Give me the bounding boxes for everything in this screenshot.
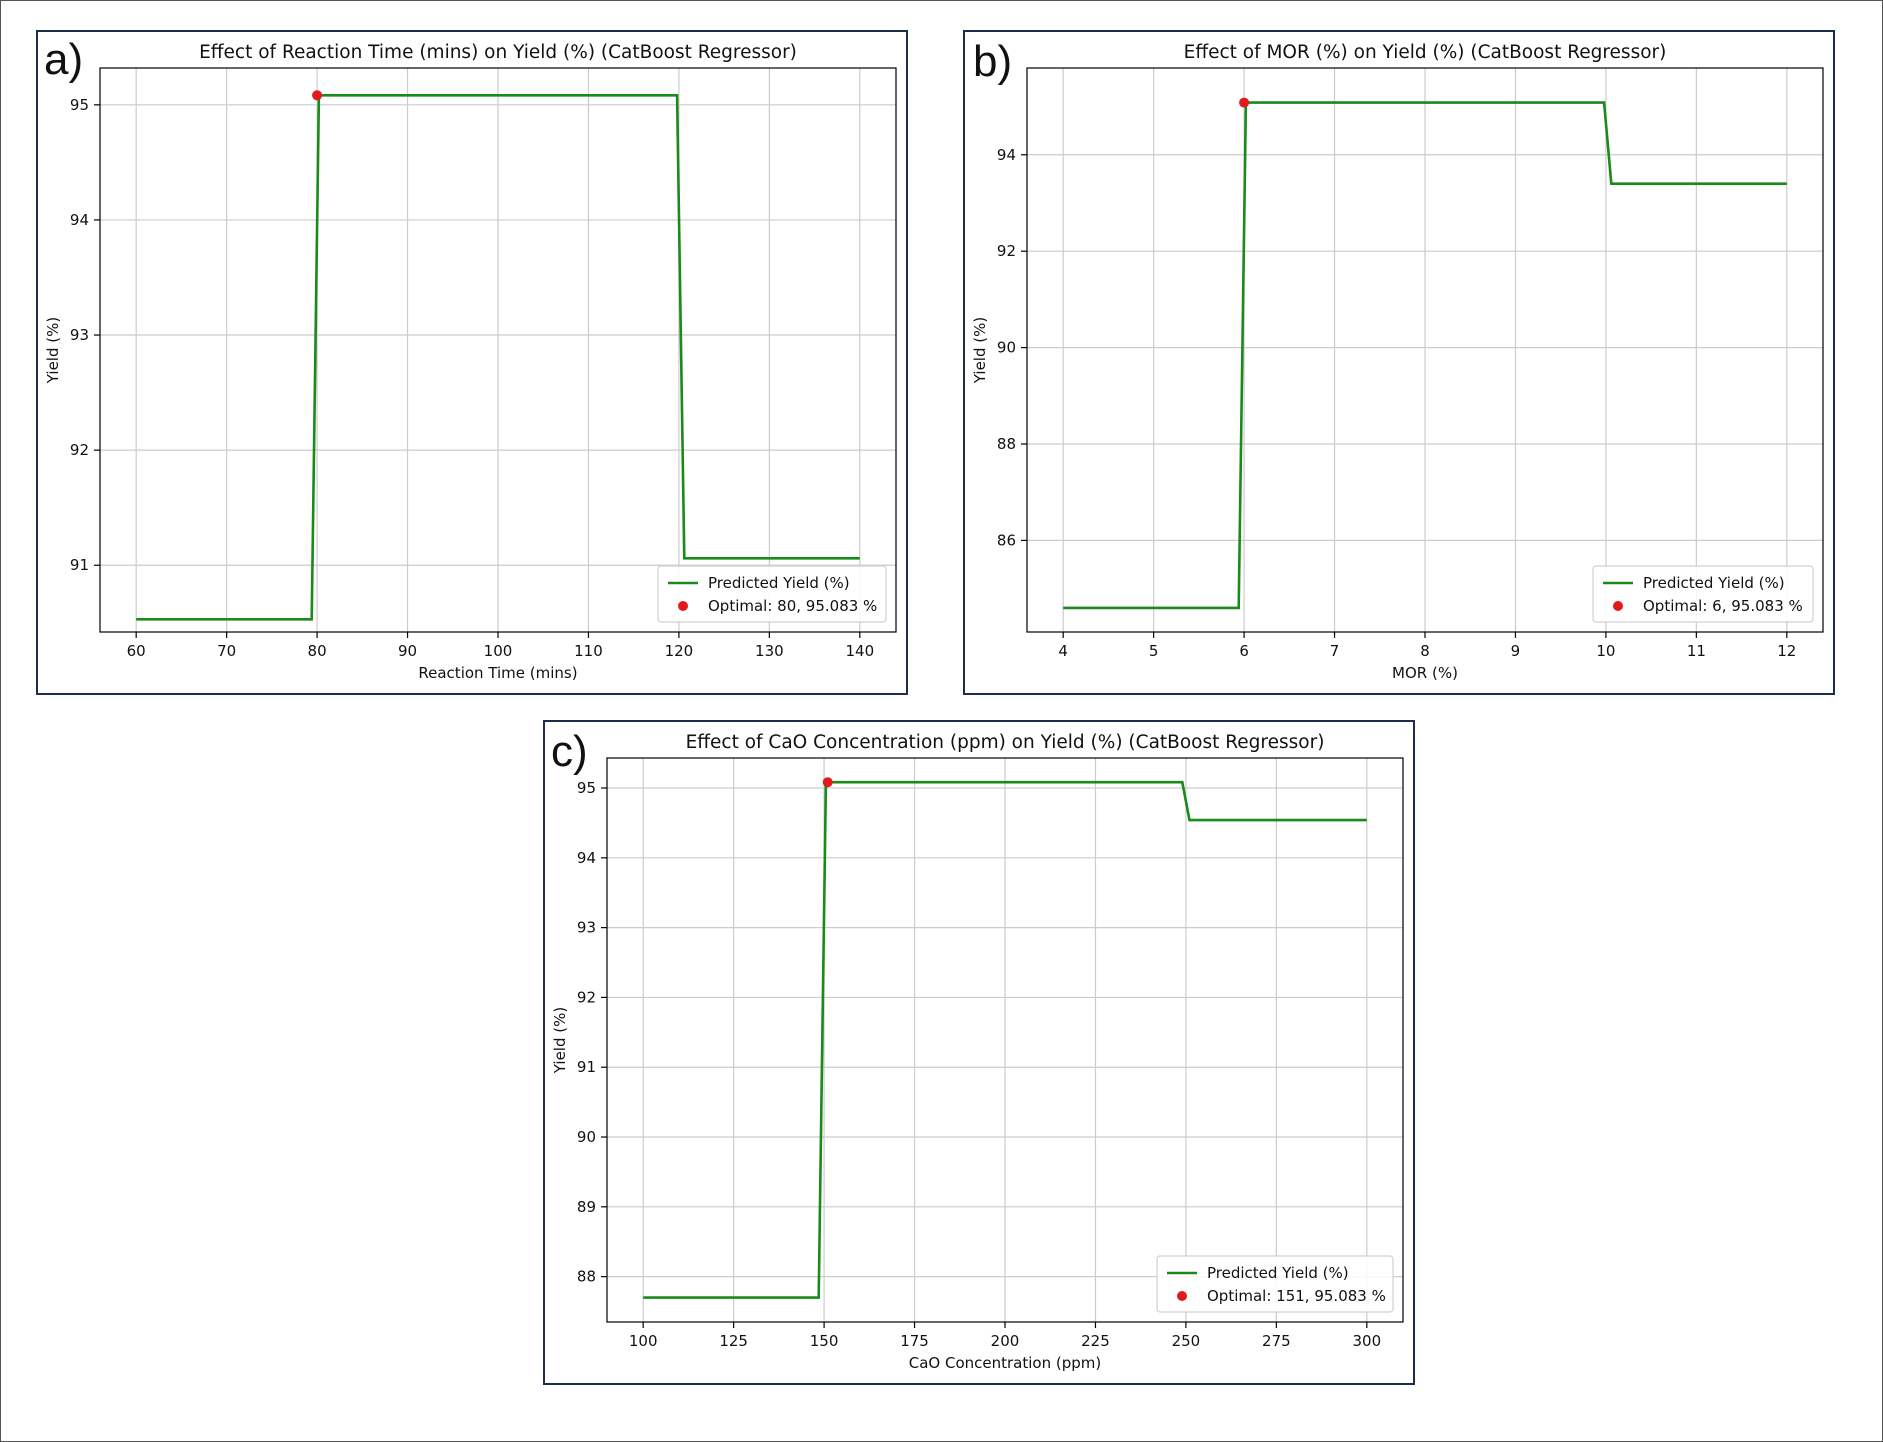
y-tick-label: 92 (70, 441, 89, 459)
x-axis-label: CaO Concentration (ppm) (909, 1354, 1101, 1372)
x-tick-label: 5 (1149, 642, 1159, 660)
series-line-predicted-yield (1063, 101, 1787, 610)
y-tick-label: 90 (577, 1128, 596, 1146)
x-tick-label: 125 (719, 1332, 748, 1350)
panel-label-a: a) (44, 35, 84, 84)
x-axis-label: MOR (%) (1392, 664, 1458, 682)
y-tick-label: 94 (997, 146, 1016, 164)
x-tick-label: 100 (629, 1332, 658, 1350)
chart-panel-a: a) 60 70 80 90 100 110 120 130 140 91 92 93 94 95 Effe… (36, 30, 908, 695)
optimal-point-marker (822, 777, 833, 788)
y-tick-label: 86 (997, 531, 1016, 549)
legend-box (1156, 1255, 1394, 1313)
x-tick-label: 130 (755, 642, 784, 660)
x-tick-label: 12 (1777, 642, 1796, 660)
y-tick-label: 92 (997, 242, 1016, 260)
x-axis-label: Reaction Time (mins) (418, 664, 577, 682)
x-tick-label: 6 (1239, 642, 1249, 660)
x-tick-label: 60 (127, 642, 146, 660)
y-tick-label: 95 (70, 96, 89, 114)
series-line-predicted-yield (136, 93, 860, 621)
y-tick-label: 94 (70, 211, 89, 229)
panel-label-b: b) (973, 37, 1013, 86)
x-tick-label: 8 (1420, 642, 1430, 660)
x-tick-label: 11 (1687, 642, 1706, 660)
chart-title: Effect of Reaction Time (mins) on Yield … (199, 42, 797, 63)
chart-title: Effect of MOR (%) on Yield (%) (CatBoost… (1184, 42, 1667, 63)
x-tick-label: 150 (810, 1332, 839, 1350)
x-tick-label: 70 (217, 642, 236, 660)
chart-title: Effect of CaO Concentration (ppm) on Yie… (686, 732, 1325, 753)
y-axis-label: Yield (%) (971, 317, 989, 384)
chart-panel-c: c) 100 125 150 175 200 225 250 275 300 88 89 90 91 92… (543, 720, 1415, 1385)
legend-label-predicted: Predicted Yield (%) (1643, 574, 1785, 592)
x-tick-label: 80 (308, 642, 327, 660)
x-tick-label: 140 (845, 642, 874, 660)
x-tick-label: 300 (1352, 1332, 1381, 1350)
y-tick-label: 93 (577, 919, 596, 937)
legend-label-optimal: Optimal: 80, 95.083 % (708, 597, 877, 615)
y-tick-label: 91 (70, 556, 89, 574)
x-tick-label: 110 (574, 642, 603, 660)
y-tick-label: 90 (997, 339, 1016, 357)
x-tick-label: 100 (484, 642, 513, 660)
chart-panel-b: b) 4 5 6 7 8 9 10 11 12 86 88 90 92 94 Effect of MOR (… (963, 30, 1835, 695)
x-tick-label: 175 (900, 1332, 929, 1350)
optimal-point-marker (312, 90, 323, 101)
legend-label-predicted: Predicted Yield (%) (1207, 1264, 1349, 1282)
y-tick-label: 88 (577, 1268, 596, 1286)
chart-c-svg: 100 125 150 175 200 225 250 275 300 88 89 90 91 92 93 9… (551, 732, 1404, 1372)
legend-box (1592, 565, 1814, 623)
legend-marker-swatch (678, 601, 688, 611)
x-tick-label: 250 (1172, 1332, 1201, 1350)
x-tick-label: 9 (1511, 642, 1521, 660)
x-tick-label: 10 (1596, 642, 1615, 660)
legend-label-predicted: Predicted Yield (%) (708, 574, 850, 592)
x-tick-label: 90 (398, 642, 417, 660)
y-tick-label: 88 (997, 435, 1016, 453)
series-line-predicted-yield (643, 780, 1367, 1299)
x-tick-label: 275 (1262, 1332, 1291, 1350)
legend-marker-swatch (1613, 601, 1623, 611)
y-tick-label: 94 (577, 849, 596, 867)
y-tick-label: 95 (577, 779, 596, 797)
legend-marker-swatch (1177, 1291, 1187, 1301)
y-axis-label: Yield (%) (44, 317, 62, 384)
panel-label-c: c) (551, 727, 588, 776)
y-axis-label: Yield (%) (551, 1007, 569, 1074)
chart-b-svg: 4 5 6 7 8 9 10 11 12 86 88 90 92 94 Effect of MOR (%) … (971, 42, 1824, 682)
legend-label-optimal: Optimal: 6, 95.083 % (1643, 597, 1803, 615)
x-tick-label: 120 (665, 642, 694, 660)
optimal-point-marker (1239, 97, 1250, 108)
x-tick-label: 7 (1330, 642, 1340, 660)
x-tick-label: 225 (1081, 1332, 1110, 1350)
y-tick-label: 93 (70, 326, 89, 344)
chart-a-svg: 60 70 80 90 100 110 120 130 140 91 92 93 94 95 Effect … (44, 42, 897, 682)
x-tick-label: 4 (1058, 642, 1068, 660)
y-tick-label: 92 (577, 988, 596, 1006)
y-tick-label: 89 (577, 1198, 596, 1216)
legend-box (657, 565, 887, 623)
x-tick-label: 200 (991, 1332, 1020, 1350)
y-tick-label: 91 (577, 1058, 596, 1076)
legend-label-optimal: Optimal: 151, 95.083 % (1207, 1287, 1386, 1305)
